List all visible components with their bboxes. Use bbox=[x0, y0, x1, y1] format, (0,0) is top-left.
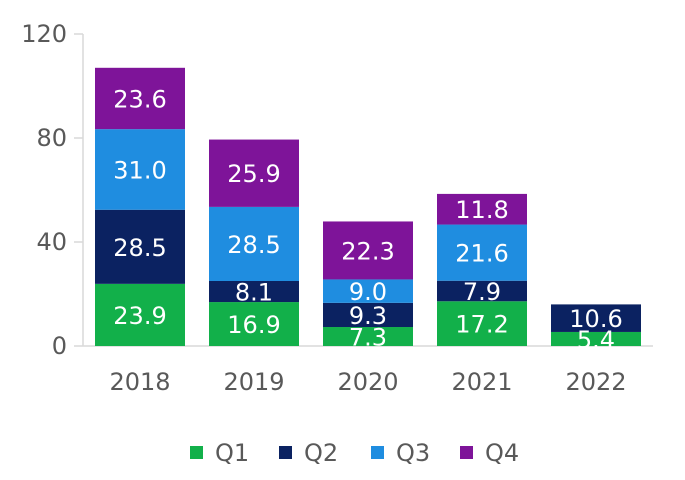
bar-segment-q3-2021 bbox=[437, 224, 527, 281]
data-label-q1-2021: 17.2 bbox=[455, 311, 508, 339]
data-label-q3-2019: 28.5 bbox=[227, 231, 280, 259]
bar-segment-q3-2019 bbox=[209, 206, 299, 281]
bar-segment-q1-2019 bbox=[209, 302, 299, 346]
data-label-q3-2021: 21.6 bbox=[455, 240, 508, 268]
y-tick-label: 0 bbox=[52, 332, 67, 360]
legend: Q1 Q2 Q3 Q4 bbox=[190, 439, 519, 467]
bar-segment-q1-2021 bbox=[437, 301, 527, 346]
legend-label-q3: Q3 bbox=[396, 439, 430, 467]
bar-segment-q2-2022 bbox=[551, 304, 641, 332]
legend-swatch-q2 bbox=[279, 446, 292, 459]
legend-swatch-q1 bbox=[190, 446, 203, 459]
legend-label-q2: Q2 bbox=[304, 439, 338, 467]
x-tick-label: 2019 bbox=[223, 368, 284, 396]
data-label-q4-2019: 25.9 bbox=[227, 160, 280, 188]
data-labels: 23.9 28.5 31.0 23.6 16.9 8.1 28.5 25.9 7.39.39.0… bbox=[113, 85, 622, 354]
y-tick-label: 80 bbox=[36, 124, 67, 152]
bar-segment-q1-2018 bbox=[95, 283, 185, 346]
y-tick-label: 120 bbox=[21, 20, 67, 48]
data-label-q2-2021: 7.9 bbox=[463, 278, 501, 306]
x-tick-label: 2021 bbox=[451, 368, 512, 396]
legend-label-q1: Q1 bbox=[215, 439, 249, 467]
data-label-q1-2019: 16.9 bbox=[227, 311, 280, 339]
legend-swatch-q3 bbox=[371, 446, 384, 459]
x-tick-label: 2020 bbox=[337, 368, 398, 396]
bar-segment-q2-2020 bbox=[323, 302, 413, 328]
data-label-q2-2022: 10.6 bbox=[569, 305, 622, 333]
bar-segment-q1-2022 bbox=[551, 331, 641, 346]
data-label-q2-2018: 28.5 bbox=[113, 234, 166, 262]
bar-segment-q3-2020 bbox=[323, 279, 413, 303]
bar-segment-q4-2021 bbox=[437, 193, 527, 225]
bar-segment-q3-2018 bbox=[95, 129, 185, 210]
bar-segment-q2-2021 bbox=[437, 280, 527, 302]
data-label-q1-2020: 7.3 bbox=[349, 324, 387, 352]
bar-segment-q4-2020 bbox=[323, 221, 413, 280]
data-label-q3-2020: 9.0 bbox=[349, 278, 387, 306]
bar-segment-q2-2019 bbox=[209, 281, 299, 303]
bar-segment-q1-2020 bbox=[323, 327, 413, 346]
data-label-q4-2020: 22.3 bbox=[341, 237, 394, 265]
legend-swatch-q4 bbox=[460, 446, 473, 459]
data-label-q2-2020: 9.3 bbox=[349, 302, 387, 330]
data-label-q4-2021: 11.8 bbox=[455, 196, 508, 224]
bars bbox=[95, 67, 641, 346]
data-label-q3-2018: 31.0 bbox=[113, 156, 166, 184]
bar-segment-q4-2018 bbox=[95, 67, 185, 130]
data-label-q1-2018: 23.9 bbox=[113, 302, 166, 330]
legend-label-q4: Q4 bbox=[485, 439, 519, 467]
x-axis: 2018 2019 2020 2021 2022 bbox=[83, 345, 653, 396]
x-tick-label: 2022 bbox=[565, 368, 626, 396]
y-tick-label: 40 bbox=[36, 228, 67, 256]
data-label-q2-2019: 8.1 bbox=[235, 279, 273, 307]
data-label-q4-2018: 23.6 bbox=[113, 85, 166, 113]
data-label-q1-2022: 5.4 bbox=[577, 326, 615, 354]
y-axis: 0 40 80 120 bbox=[21, 20, 84, 360]
bar-segment-q2-2018 bbox=[95, 209, 185, 284]
x-tick-label: 2018 bbox=[109, 368, 170, 396]
bar-segment-q4-2019 bbox=[209, 139, 299, 207]
